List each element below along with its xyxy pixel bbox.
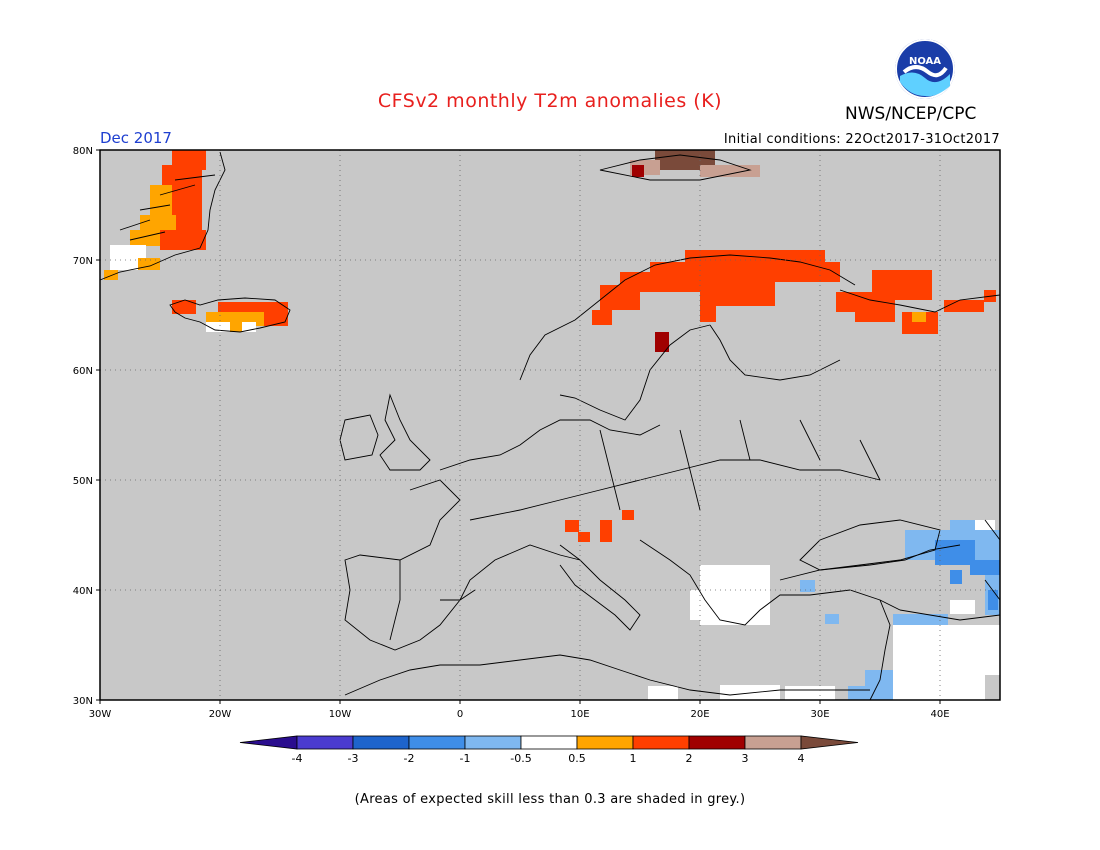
colorbar-swatch [296, 735, 354, 750]
colorbar-swatch [352, 735, 410, 750]
latitude-axis: 80N 70N 60N 50N 40N 30N [73, 146, 100, 707]
colorbar-swatch [464, 735, 522, 750]
lon-label: 20E [690, 709, 709, 720]
svg-text:NOAA: NOAA [909, 56, 941, 67]
colorbar-tick-label: -3 [348, 752, 359, 765]
colorbar-tick-label: 0.5 [568, 752, 586, 765]
agency-label: NWS/NCEP/CPC [845, 104, 977, 124]
forecast-month: Dec 2017 [100, 129, 172, 147]
skill-footnote: (Areas of expected skill less than 0.3 a… [354, 792, 746, 807]
colorbar-arrow-high [800, 735, 859, 750]
colorbar-tick-label: -2 [404, 752, 415, 765]
lat-label: 60N [73, 366, 93, 377]
lon-label: 10W [329, 709, 352, 720]
colorbar-swatch [688, 735, 746, 750]
graticule [100, 150, 1000, 700]
longitude-axis: 30W 20W 10W 0 10E 20E 30E 40E [89, 700, 950, 720]
colorbar-swatch [520, 735, 578, 750]
lat-label: 70N [73, 256, 93, 267]
colorbar-arrow-low [239, 735, 298, 750]
colorbar-tick-label: 4 [798, 752, 805, 765]
colorbar-tick-label: -1 [460, 752, 471, 765]
initial-conditions: Initial conditions: 22Oct2017-31Oct2017 [723, 132, 1000, 147]
colorbar-swatch [744, 735, 802, 750]
map-title: CFSv2 monthly T2m anomalies (K) [377, 90, 723, 112]
lon-label: 0 [457, 709, 463, 720]
lon-label: 20W [209, 709, 232, 720]
lon-label: 40E [930, 709, 949, 720]
colorbar-tick-label: -4 [292, 752, 303, 765]
lat-label: 40N [73, 586, 93, 597]
colorbar-legend: -4 -3 -2 -1 -0.5 0.5 1 2 3 4 [239, 735, 859, 765]
lon-label: 10E [570, 709, 589, 720]
coastlines [99, 151, 1001, 701]
noaa-logo-icon: NOAA [895, 39, 955, 99]
colorbar-tick-label: 3 [742, 752, 749, 765]
colorbar-swatch [632, 735, 690, 750]
colorbar-swatch [576, 735, 634, 750]
colorbar-tick-label: 1 [630, 752, 637, 765]
lat-label: 30N [73, 696, 93, 707]
lon-label: 30E [810, 709, 829, 720]
colorbar-tick-label: 2 [686, 752, 693, 765]
lon-label: 30W [89, 709, 112, 720]
lat-label: 80N [73, 146, 93, 157]
lat-label: 50N [73, 476, 93, 487]
colorbar-tick-label: -0.5 [510, 752, 531, 765]
map-frame [99, 149, 1001, 701]
colorbar-swatch [408, 735, 466, 750]
